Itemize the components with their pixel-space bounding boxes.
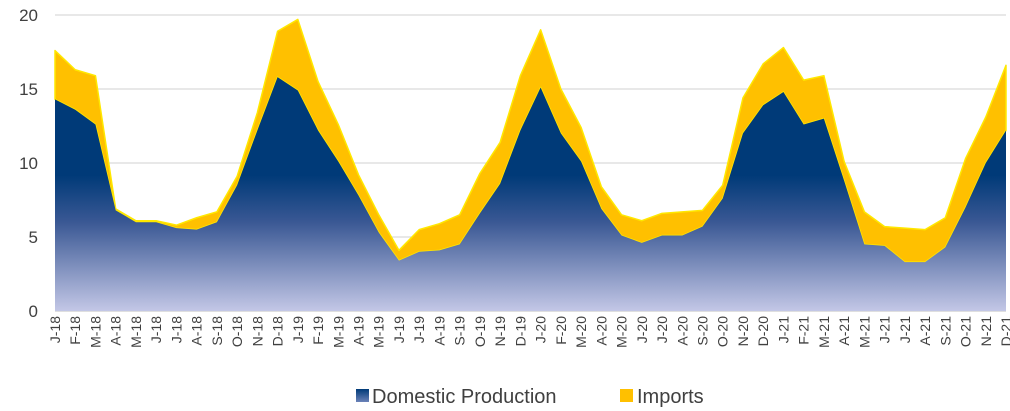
legend-swatch-imports (620, 389, 633, 402)
x-tick-label-10: N-18 (249, 316, 265, 347)
x-tick-label-42: J-21 (897, 316, 913, 343)
x-tick-label-15: A-19 (351, 316, 367, 346)
x-tick-label-22: N-19 (492, 316, 508, 347)
x-tick-label-5: J-18 (148, 316, 164, 343)
x-tick-label-1: F-18 (67, 316, 83, 345)
x-tick-label-31: A-20 (674, 316, 690, 346)
x-tick-label-19: A-19 (431, 316, 447, 346)
x-tick-label-39: A-21 (836, 316, 852, 346)
y-tick-label-5: 5 (29, 228, 38, 247)
x-tick-label-18: J-19 (411, 316, 427, 343)
legend-label-domestic-production: Domestic Production (372, 386, 557, 408)
x-tick-label-29: J-20 (634, 316, 650, 343)
x-tick-label-33: O-20 (715, 316, 731, 347)
x-axis-ticks: J-18 F-18 M-18 A-18 M-18 J-18 J-18 A-18 S-18 O-18… (47, 316, 1010, 348)
x-tick-label-3: A-18 (108, 316, 124, 346)
x-tick-label-13: F-19 (310, 316, 326, 345)
x-tick-label-41: J-21 (877, 316, 893, 343)
y-tick-label-0: 0 (29, 302, 38, 321)
x-tick-label-20: S-19 (452, 316, 468, 346)
x-tick-label-30: J-20 (654, 316, 670, 343)
x-tick-label-12: J-19 (290, 316, 306, 343)
x-tick-label-23: D-19 (512, 316, 528, 347)
x-tick-label-0: J-18 (47, 316, 63, 343)
x-tick-label-25: F-20 (553, 316, 569, 345)
x-tick-label-14: M-19 (330, 316, 346, 348)
x-tick-label-16: M-19 (371, 316, 387, 348)
x-tick-label-21: O-19 (472, 316, 488, 347)
x-tick-label-35: D-20 (755, 316, 771, 347)
x-tick-label-8: S-18 (209, 316, 225, 346)
legend-swatch-domestic-production (356, 389, 369, 402)
y-tick-label-10: 10 (19, 154, 38, 173)
x-tick-label-43: A-21 (917, 316, 933, 346)
area-domestic-production (55, 77, 1006, 311)
x-tick-label-11: D-18 (270, 316, 286, 347)
x-tick-label-7: A-18 (189, 316, 205, 346)
x-tick-label-6: J-18 (168, 316, 184, 343)
x-tick-label-9: O-18 (229, 316, 245, 347)
y-tick-label-15: 15 (19, 80, 38, 99)
y-axis-ticks: 0 5 10 15 20 (19, 6, 38, 321)
x-tick-label-34: N-20 (735, 316, 751, 347)
x-tick-label-24: J-20 (533, 316, 549, 343)
x-tick-label-26: M-20 (573, 316, 589, 348)
x-tick-label-37: F-21 (796, 316, 812, 345)
x-tick-label-46: N-21 (978, 316, 994, 347)
x-tick-label-36: J-21 (775, 316, 791, 343)
x-tick-label-47: D-21 (998, 316, 1010, 347)
x-tick-label-40: M-21 (856, 316, 872, 348)
x-tick-label-27: A-20 (593, 316, 609, 346)
legend: Domestic Production Imports (356, 386, 704, 408)
legend-label-imports: Imports (637, 386, 704, 408)
y-tick-label-20: 20 (19, 6, 38, 25)
x-tick-label-17: J-19 (391, 316, 407, 343)
x-tick-label-2: M-18 (87, 316, 103, 348)
x-tick-label-44: S-21 (937, 316, 953, 346)
x-tick-label-32: S-20 (694, 316, 710, 346)
x-tick-label-38: M-21 (816, 316, 832, 348)
areas (54, 18, 1007, 311)
x-tick-label-4: M-18 (128, 316, 144, 348)
x-tick-label-28: M-20 (614, 316, 630, 348)
x-tick-label-45: O-21 (958, 316, 974, 347)
